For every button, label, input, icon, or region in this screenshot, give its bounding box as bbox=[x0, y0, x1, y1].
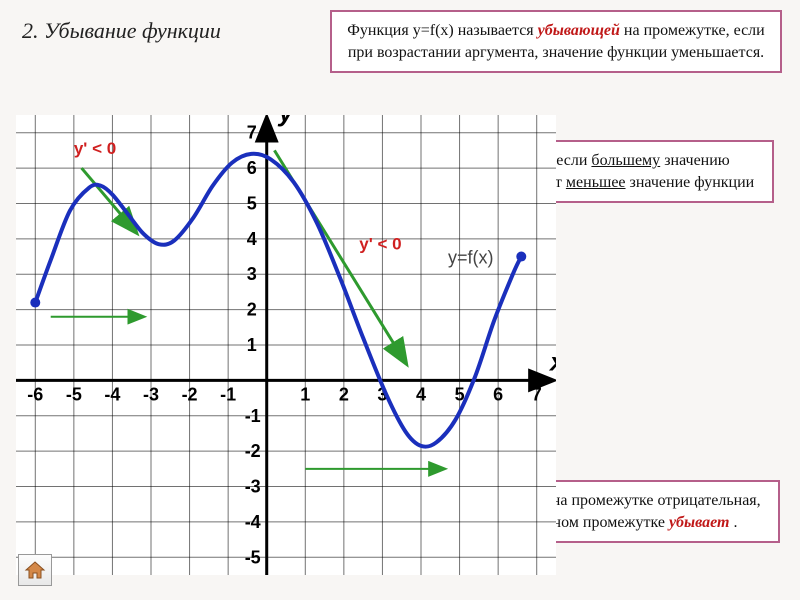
svg-text:4: 4 bbox=[247, 229, 257, 249]
svg-text:-3: -3 bbox=[143, 384, 159, 404]
home-icon bbox=[24, 560, 46, 580]
home-button[interactable] bbox=[18, 554, 52, 586]
svg-text:-2: -2 bbox=[245, 441, 261, 461]
svg-text:-6: -6 bbox=[27, 384, 43, 404]
svg-text:y: y bbox=[277, 115, 295, 127]
def-prefix: Функция y=f(x) называется bbox=[347, 22, 537, 39]
svg-text:3: 3 bbox=[247, 264, 257, 284]
svg-text:-2: -2 bbox=[182, 384, 198, 404]
svg-text:y' < 0: y' < 0 bbox=[359, 234, 401, 253]
svg-text:1: 1 bbox=[247, 335, 257, 355]
svg-text:-1: -1 bbox=[245, 406, 261, 426]
rule-u1: большему bbox=[591, 152, 660, 169]
svg-text:-3: -3 bbox=[245, 477, 261, 497]
section-title: 2. Убывание функции bbox=[22, 18, 221, 44]
svg-text:-5: -5 bbox=[66, 384, 82, 404]
svg-text:-5: -5 bbox=[245, 547, 261, 567]
svg-text:1: 1 bbox=[300, 384, 310, 404]
rule-u2: меньшее bbox=[566, 174, 626, 191]
svg-text:2: 2 bbox=[247, 300, 257, 320]
svg-text:6: 6 bbox=[493, 384, 503, 404]
svg-text:4: 4 bbox=[416, 384, 426, 404]
def-emph: убывающей bbox=[538, 22, 620, 39]
svg-text:-1: -1 bbox=[220, 384, 236, 404]
svg-text:5: 5 bbox=[247, 193, 257, 213]
svg-text:7: 7 bbox=[247, 123, 257, 143]
svg-text:x: x bbox=[548, 346, 556, 376]
svg-text:-4: -4 bbox=[104, 384, 120, 404]
function-chart: -6-5-4-3-2-11234567-5-4-3-2-11234567xyy'… bbox=[16, 115, 556, 575]
svg-text:2: 2 bbox=[339, 384, 349, 404]
svg-text:6: 6 bbox=[247, 158, 257, 178]
theorem-period: . bbox=[734, 514, 738, 531]
svg-text:-4: -4 bbox=[245, 512, 261, 532]
definition-box: Функция y=f(x) называется убывающей на п… bbox=[330, 10, 782, 73]
svg-text:7: 7 bbox=[532, 384, 542, 404]
theorem-emph: убывает bbox=[669, 514, 730, 531]
rule-suffix: значение функции bbox=[630, 174, 755, 191]
svg-text:y' < 0: y' < 0 bbox=[74, 139, 116, 158]
svg-text:y=f(x): y=f(x) bbox=[448, 248, 494, 268]
